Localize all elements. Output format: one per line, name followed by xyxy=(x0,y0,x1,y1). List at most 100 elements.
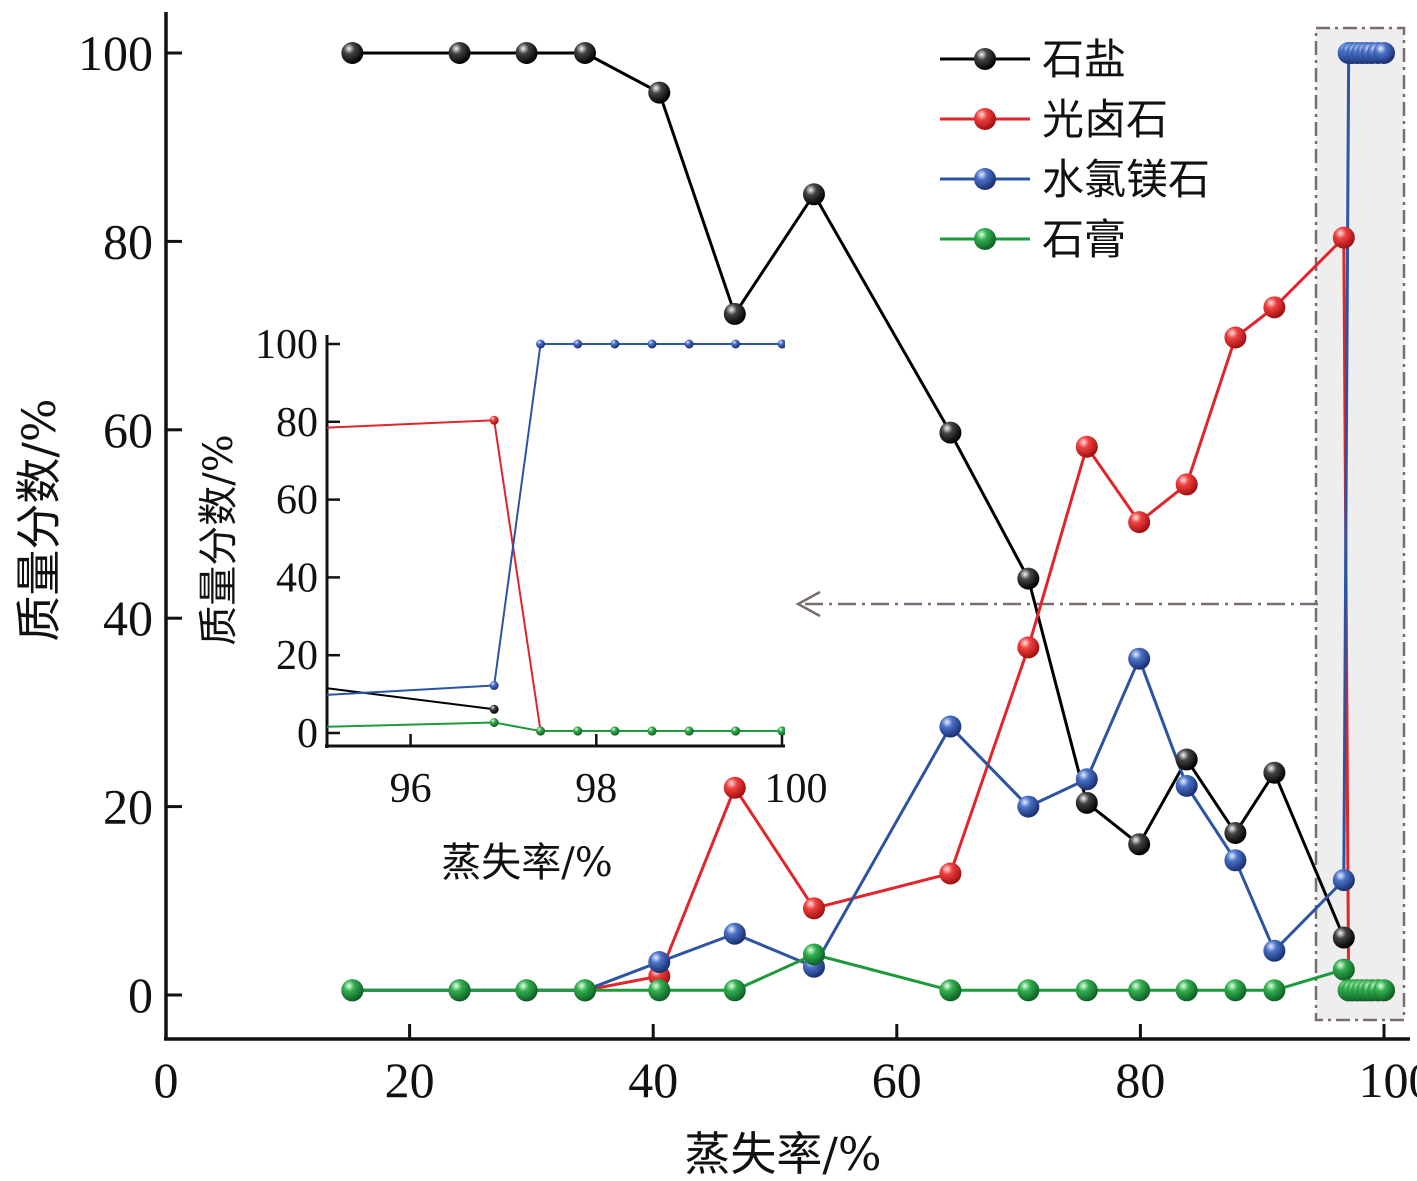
inset-chart: 0 20 40 60 80 100 96 98 100 蒸失率/% 质量分数/% xyxy=(196,322,828,886)
main-point-bischofite xyxy=(1017,795,1040,818)
main-x-tick-label: 40 xyxy=(628,1052,678,1108)
main-point-carnallite xyxy=(1224,326,1247,349)
main-y-tick-label: 20 xyxy=(103,779,153,835)
inset-point-bischofite xyxy=(647,339,657,349)
main-point-gypsum xyxy=(1224,979,1247,1002)
main-point-gypsum xyxy=(939,979,962,1002)
main-point-gypsum xyxy=(802,943,825,966)
main-point-halite xyxy=(802,183,825,206)
main-x-axis-title: 蒸失率/% xyxy=(684,1127,881,1181)
main-point-halite xyxy=(448,42,471,64)
main-point-bischofite xyxy=(1075,768,1098,791)
inset-point-bischofite xyxy=(489,681,499,691)
inset-point-bischofite xyxy=(610,339,620,349)
main-x-tick-label: 0 xyxy=(154,1052,179,1108)
inset-x-tick-label: 96 xyxy=(390,766,432,812)
inset-y-tick-label: 80 xyxy=(276,400,318,446)
inset-background xyxy=(327,335,785,748)
main-point-carnallite xyxy=(1332,226,1355,249)
inset-point-gypsum xyxy=(489,717,499,727)
inset-x-tick-label: 100 xyxy=(765,766,828,812)
inset-point-gypsum xyxy=(610,726,620,736)
main-point-halite xyxy=(723,302,746,325)
main-axes xyxy=(164,12,1410,1041)
main-y-tick-label: 80 xyxy=(103,213,153,269)
inset-y-axis-title: 质量分数/% xyxy=(196,434,242,645)
main-point-halite xyxy=(573,42,596,64)
inset-y-tick-label: 20 xyxy=(276,633,318,679)
main-point-carnallite xyxy=(802,897,825,920)
main-point-gypsum xyxy=(341,979,364,1002)
main-point-carnallite xyxy=(939,862,962,885)
inset-point-halite xyxy=(489,704,499,714)
svg-text:水氯镁石: 水氯镁石 xyxy=(1042,155,1210,204)
zoom-arrow xyxy=(795,590,1318,618)
main-point-carnallite xyxy=(1075,435,1098,458)
main-point-bischofite xyxy=(1373,42,1395,64)
inset-ticks: 0 20 40 60 80 100 96 98 100 xyxy=(255,322,828,812)
inset-point-carnallite xyxy=(489,415,499,425)
main-point-carnallite xyxy=(1017,636,1040,659)
legend-item-halite: 石盐 xyxy=(940,35,1126,84)
main-point-gypsum xyxy=(1373,979,1395,1002)
inset-series xyxy=(327,339,785,736)
main-point-halite xyxy=(939,421,962,444)
main-point-gypsum xyxy=(648,979,671,1002)
main-point-gypsum xyxy=(573,979,596,1002)
main-point-halite xyxy=(1175,748,1198,771)
svg-text:光卤石: 光卤石 xyxy=(1042,95,1168,144)
legend-item-bischofite: 水氯镁石 xyxy=(940,155,1210,204)
main-series xyxy=(341,42,1395,1002)
main-x-tick-label: 100 xyxy=(1359,1052,1417,1108)
inset-point-gypsum xyxy=(684,726,694,736)
main-ticks: 0 20 40 60 80 100 0 20 40 60 80 100 xyxy=(78,25,1417,1108)
inset-y-tick-label: 100 xyxy=(255,322,318,368)
main-point-halite xyxy=(1075,791,1098,814)
main-point-bischofite xyxy=(1175,774,1198,797)
zoom-region-box xyxy=(1314,26,1406,1022)
inset-point-bischofite xyxy=(573,339,583,349)
main-point-halite xyxy=(341,42,364,64)
main-point-gypsum xyxy=(515,979,538,1002)
main-x-tick-label: 60 xyxy=(872,1052,922,1108)
main-y-axis-title: 质量分数/% xyxy=(12,398,66,641)
main-point-halite xyxy=(1263,761,1286,784)
main-point-gypsum xyxy=(448,979,471,1002)
main-y-tick-label: 60 xyxy=(103,402,153,458)
inset-point-gypsum xyxy=(573,726,583,736)
main-point-bischofite xyxy=(1224,849,1247,872)
main-point-bischofite xyxy=(939,715,962,738)
main-point-gypsum xyxy=(1017,979,1040,1002)
inset-point-gypsum xyxy=(536,726,546,736)
main-point-carnallite xyxy=(1175,473,1198,496)
main-point-bischofite xyxy=(1128,647,1151,670)
main-x-tick-label: 20 xyxy=(385,1052,435,1108)
inset-y-tick-label: 60 xyxy=(276,478,318,524)
main-point-halite xyxy=(515,42,538,64)
main-x-tick-label: 80 xyxy=(1115,1052,1165,1108)
inset-point-gypsum xyxy=(777,726,785,736)
main-y-tick-label: 40 xyxy=(103,590,153,646)
main-y-tick-label: 0 xyxy=(128,967,153,1023)
main-point-gypsum xyxy=(723,979,746,1002)
inset-x-axis-title: 蒸失率/% xyxy=(441,840,612,886)
main-point-bischofite xyxy=(1332,869,1355,892)
main-point-bischofite xyxy=(1263,939,1286,962)
inset-point-gypsum xyxy=(731,726,741,736)
svg-text:石膏: 石膏 xyxy=(1042,215,1126,264)
main-point-bischofite xyxy=(723,922,746,945)
inset-point-gypsum xyxy=(647,726,657,736)
inset-line-halite xyxy=(327,687,495,711)
inset-point-bischofite xyxy=(777,339,785,349)
legend: 石盐 光卤石 水氯镁石 石膏 xyxy=(940,35,1210,264)
inset-point-bischofite xyxy=(536,339,546,349)
main-y-tick-label: 100 xyxy=(78,25,153,81)
main-point-bischofite xyxy=(648,951,671,974)
inset-point-bischofite xyxy=(731,339,741,349)
legend-item-gypsum: 石膏 xyxy=(940,215,1126,264)
svg-text:石盐: 石盐 xyxy=(1042,35,1126,84)
main-point-gypsum xyxy=(1075,979,1098,1002)
main-point-gypsum xyxy=(1175,979,1198,1002)
main-point-halite xyxy=(648,81,671,104)
